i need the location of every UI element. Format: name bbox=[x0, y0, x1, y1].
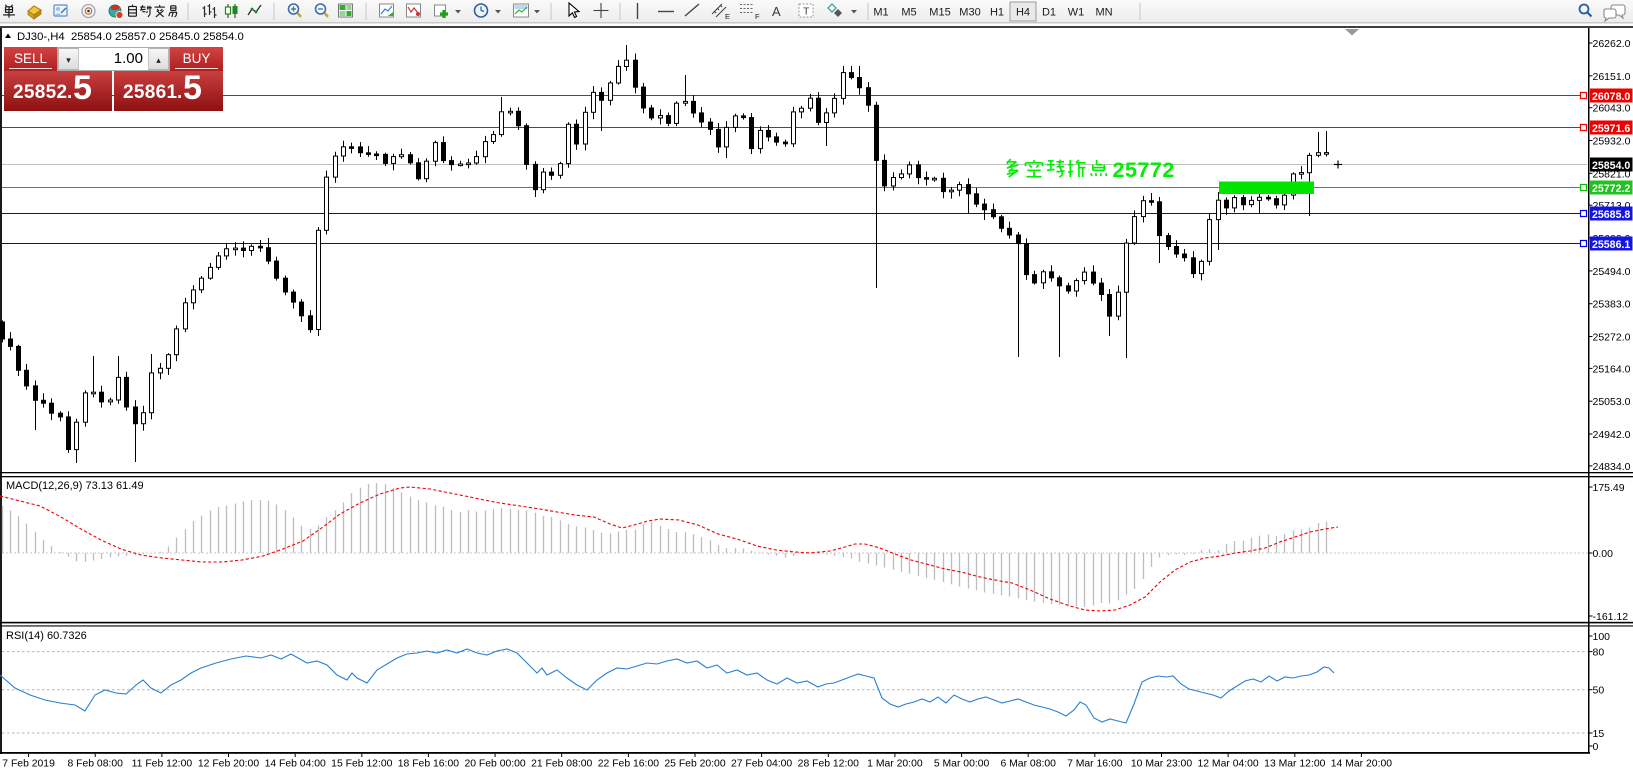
svg-text:24942.0: 24942.0 bbox=[1593, 429, 1631, 441]
svg-text:26043.0: 26043.0 bbox=[1593, 103, 1631, 115]
svg-text:15: 15 bbox=[1593, 728, 1605, 740]
svg-text:11 Feb 12:00: 11 Feb 12:00 bbox=[132, 759, 193, 770]
svg-text:25772: 25772 bbox=[1113, 158, 1175, 182]
svg-text:25772.2: 25772.2 bbox=[1592, 183, 1630, 195]
svg-text:14 Feb 04:00: 14 Feb 04:00 bbox=[265, 759, 326, 770]
svg-text:0: 0 bbox=[1593, 741, 1599, 753]
svg-text:D1: D1 bbox=[1042, 7, 1056, 19]
svg-text:-161.12: -161.12 bbox=[1593, 611, 1629, 623]
svg-text:RSI(14) 60.7326: RSI(14) 60.7326 bbox=[6, 630, 87, 642]
svg-text:25 Feb 20:00: 25 Feb 20:00 bbox=[664, 759, 725, 770]
svg-text:26078.0: 26078.0 bbox=[1592, 91, 1630, 103]
svg-text:1 Mar 20:00: 1 Mar 20:00 bbox=[867, 759, 923, 770]
svg-text:20 Feb 00:00: 20 Feb 00:00 bbox=[464, 759, 525, 770]
svg-text:25494.0: 25494.0 bbox=[1593, 266, 1631, 278]
svg-text:175.49: 175.49 bbox=[1593, 482, 1625, 494]
svg-text:7 Mar 16:00: 7 Mar 16:00 bbox=[1067, 759, 1123, 770]
svg-text:8 Feb 08:00: 8 Feb 08:00 bbox=[67, 759, 123, 770]
svg-text:25971.6: 25971.6 bbox=[1592, 123, 1630, 135]
svg-text:DJ30-,H4 25854.0 25857.0 2584: DJ30-,H4 25854.0 25857.0 25845.0 25854.0 bbox=[17, 31, 244, 43]
svg-text:7 Feb 2019: 7 Feb 2019 bbox=[2, 759, 55, 770]
svg-text:A: A bbox=[772, 4, 781, 19]
svg-text:25685.8: 25685.8 bbox=[1592, 209, 1630, 221]
svg-text:25053.0: 25053.0 bbox=[1593, 396, 1631, 408]
svg-text:25932.0: 25932.0 bbox=[1593, 136, 1631, 148]
svg-text:6 Mar 08:00: 6 Mar 08:00 bbox=[1000, 759, 1056, 770]
svg-text:25586.1: 25586.1 bbox=[1592, 239, 1630, 251]
svg-text:13 Mar 12:00: 13 Mar 12:00 bbox=[1264, 759, 1325, 770]
svg-text:25272.0: 25272.0 bbox=[1593, 332, 1631, 344]
svg-text:25854.0: 25854.0 bbox=[1592, 160, 1630, 172]
svg-text:100: 100 bbox=[1593, 631, 1611, 643]
svg-text:M30: M30 bbox=[959, 7, 980, 19]
svg-text:25164.0: 25164.0 bbox=[1593, 363, 1631, 375]
svg-text:12 Mar 04:00: 12 Mar 04:00 bbox=[1197, 759, 1258, 770]
svg-text:28 Feb 12:00: 28 Feb 12:00 bbox=[798, 759, 859, 770]
svg-text:22 Feb 16:00: 22 Feb 16:00 bbox=[598, 759, 659, 770]
svg-text:25383.0: 25383.0 bbox=[1593, 299, 1631, 311]
svg-text:15 Feb 12:00: 15 Feb 12:00 bbox=[331, 759, 392, 770]
svg-text:E: E bbox=[725, 12, 730, 21]
svg-text:26262.0: 26262.0 bbox=[1593, 38, 1631, 50]
svg-text:26151.0: 26151.0 bbox=[1593, 71, 1631, 83]
svg-text:0.00: 0.00 bbox=[1593, 548, 1614, 560]
svg-text:T: T bbox=[803, 6, 810, 18]
svg-text:10 Mar 23:00: 10 Mar 23:00 bbox=[1131, 759, 1192, 770]
svg-text:M1: M1 bbox=[873, 7, 888, 19]
svg-text:MACD(12,26,9) 73.13 61.49: MACD(12,26,9) 73.13 61.49 bbox=[6, 480, 144, 492]
svg-text:80: 80 bbox=[1593, 647, 1605, 659]
svg-text:H1: H1 bbox=[990, 7, 1004, 19]
svg-text:M5: M5 bbox=[901, 7, 916, 19]
svg-text:18 Feb 16:00: 18 Feb 16:00 bbox=[398, 759, 459, 770]
svg-text:F: F bbox=[755, 12, 760, 21]
svg-text:H4: H4 bbox=[1016, 7, 1030, 19]
svg-text:W1: W1 bbox=[1068, 7, 1085, 19]
svg-text:MN: MN bbox=[1095, 7, 1112, 19]
svg-text:M15: M15 bbox=[929, 7, 950, 19]
svg-text:24834.0: 24834.0 bbox=[1593, 461, 1631, 473]
svg-text:50: 50 bbox=[1593, 685, 1605, 697]
svg-text:12 Feb 20:00: 12 Feb 20:00 bbox=[198, 759, 259, 770]
svg-text:14 Mar 20:00: 14 Mar 20:00 bbox=[1331, 759, 1392, 770]
svg-text:27 Feb 04:00: 27 Feb 04:00 bbox=[731, 759, 792, 770]
svg-text:5 Mar 00:00: 5 Mar 00:00 bbox=[934, 759, 990, 770]
svg-text:21 Feb 08:00: 21 Feb 08:00 bbox=[531, 759, 592, 770]
